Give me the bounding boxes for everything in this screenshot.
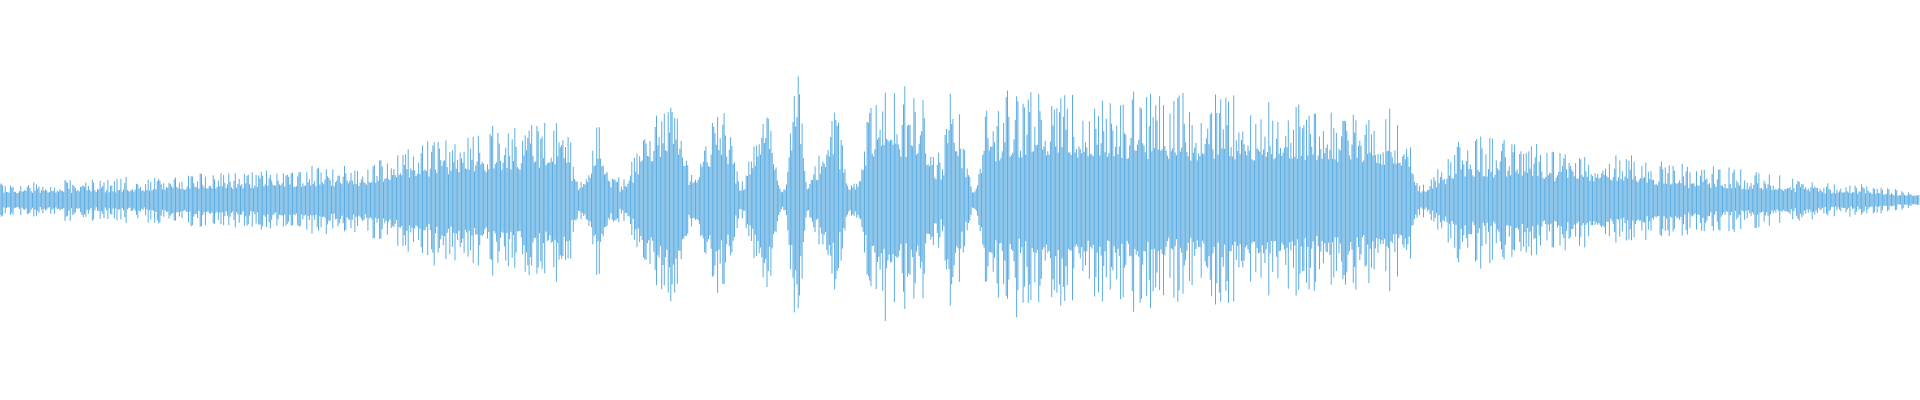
waveform-samples bbox=[0, 76, 1920, 321]
